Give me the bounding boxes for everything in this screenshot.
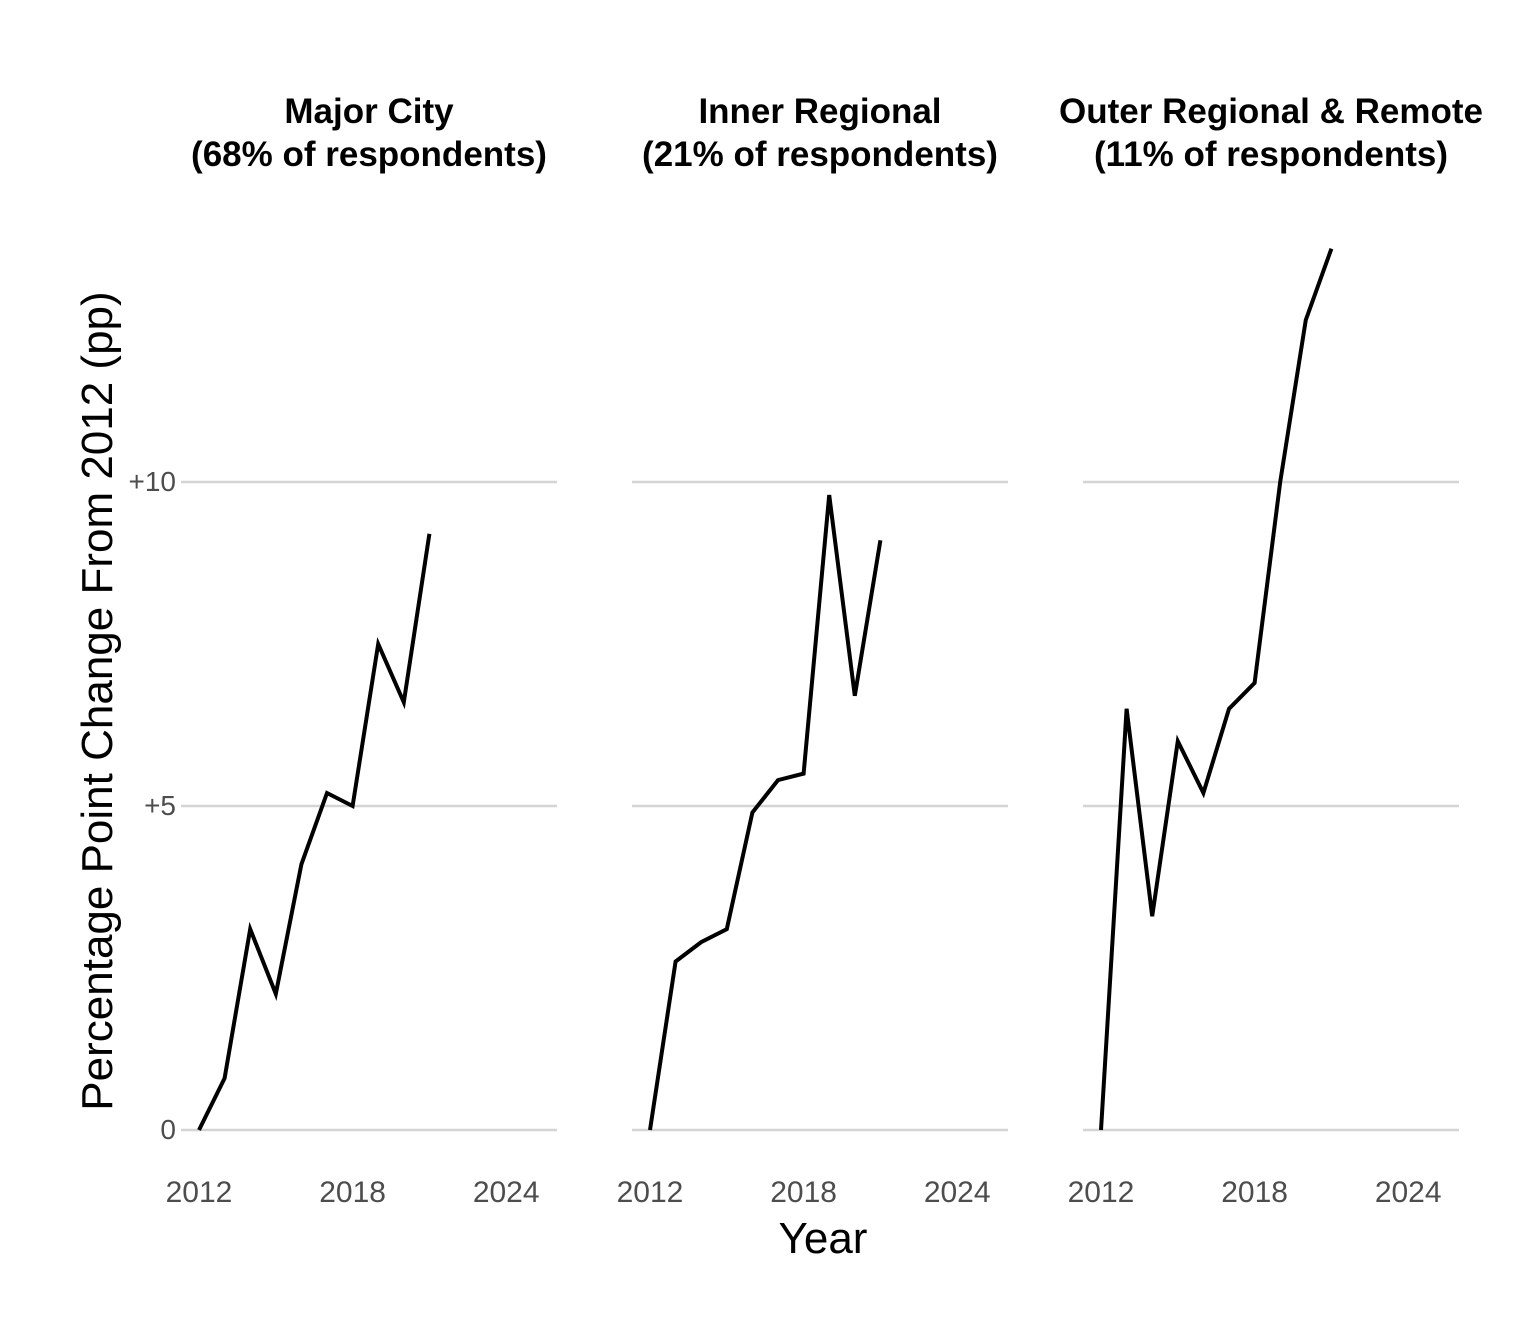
facet-title-line2: (21% of respondents)	[642, 135, 998, 174]
line-series-outer-regional-remote	[1099, 248, 1334, 1131]
facet-title-line2: (68% of respondents)	[191, 135, 547, 174]
x-tick-label-2012: 2012	[1067, 1176, 1135, 1209]
x-tick-label-2018: 2018	[1221, 1176, 1288, 1209]
facet-title-line1: Inner Regional	[698, 92, 942, 131]
x-tick-label-2012: 2012	[616, 1176, 684, 1209]
facet-title-2: Inner Regional (21% of respondents)	[642, 90, 998, 176]
line-series-major-city	[197, 533, 432, 1131]
facet-title-line2: (11% of respondents)	[1094, 135, 1448, 174]
x-tick-label-2024: 2024	[1374, 1176, 1442, 1209]
facet-title-line1: Outer Regional & Remote	[1059, 92, 1483, 131]
y-tick-label-5: +5	[144, 790, 176, 821]
x-tick-label-2024: 2024	[472, 1176, 540, 1209]
x-axis-title: Year	[778, 1214, 868, 1263]
y-axis-title: Percentage Point Change From 2012 (pp)	[73, 291, 122, 1111]
facet-title-line1: Major City	[284, 92, 454, 131]
x-tick-label-2024: 2024	[923, 1176, 991, 1209]
facet-title-1: Major City (68% of respondents)	[191, 90, 547, 176]
y-tick-label-0: 0	[160, 1114, 176, 1145]
line-series-inner-regional	[648, 494, 883, 1131]
y-tick-label-10: +10	[128, 466, 177, 497]
x-tick-label-2012: 2012	[165, 1176, 233, 1209]
facet-title-3: Outer Regional & Remote (11% of responden…	[1059, 90, 1483, 176]
x-tick-label-2018: 2018	[319, 1176, 386, 1209]
x-tick-label-2018: 2018	[770, 1176, 837, 1209]
